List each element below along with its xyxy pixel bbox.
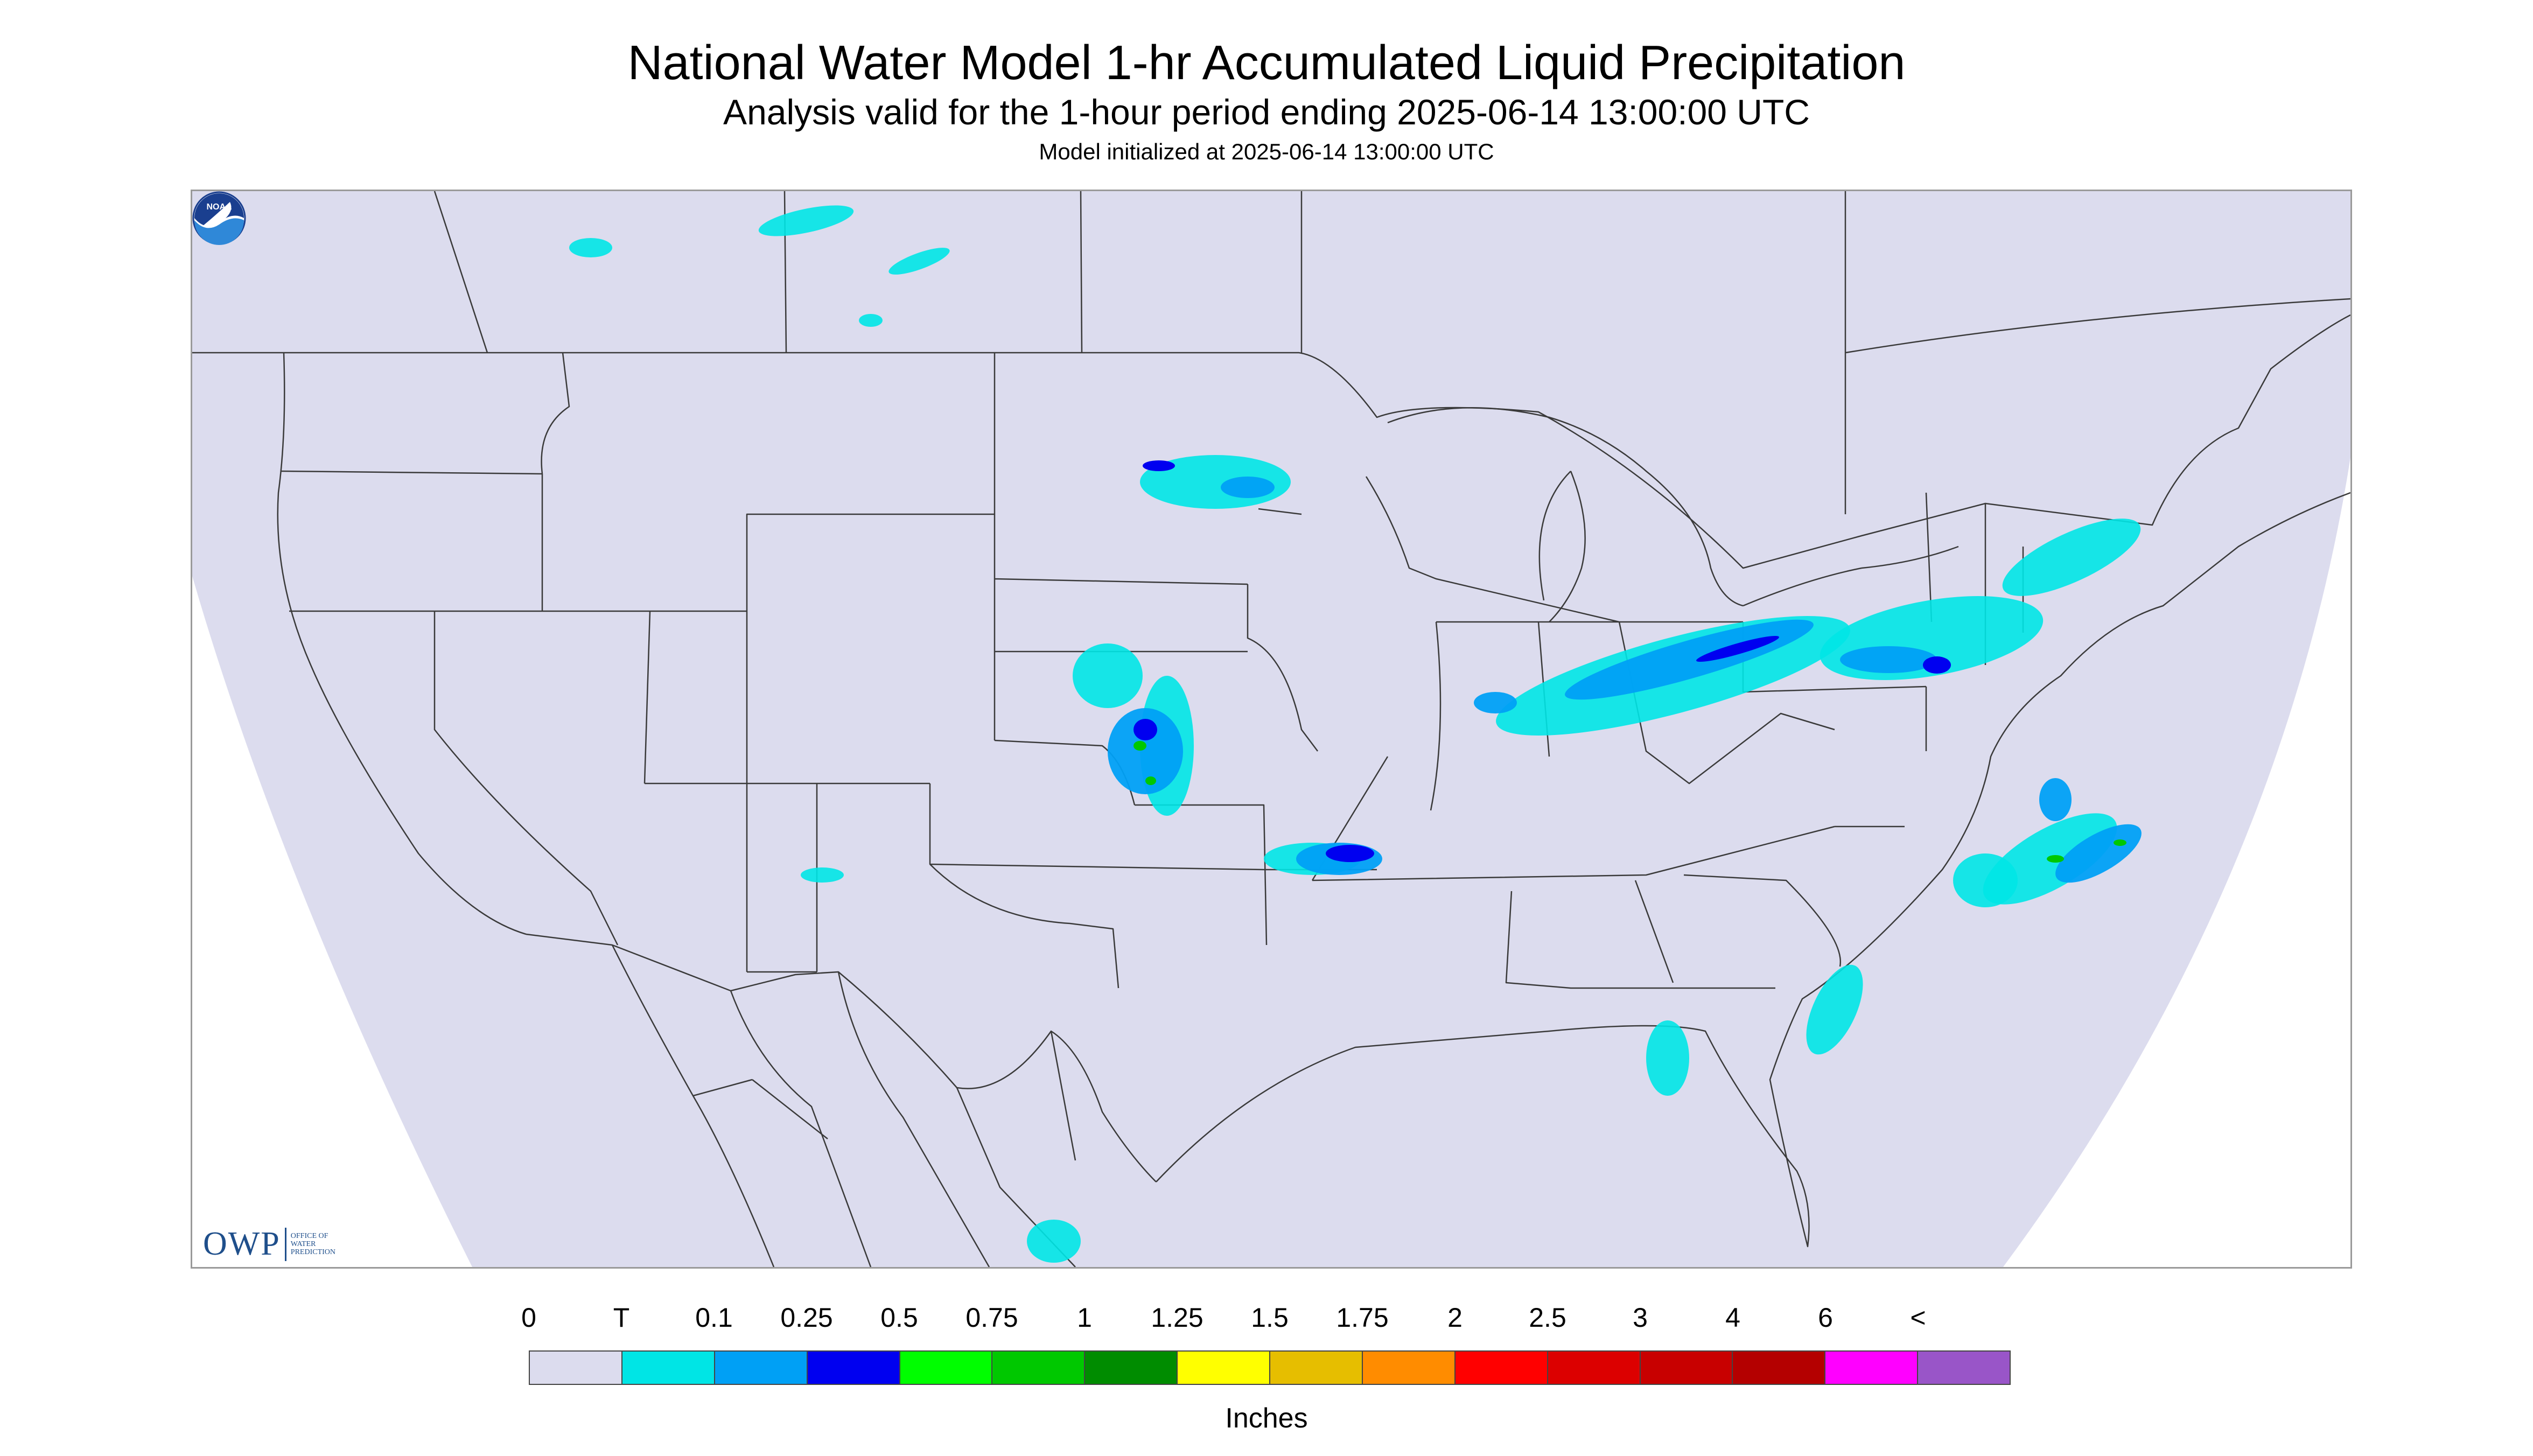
legend-swatch — [1825, 1352, 1919, 1384]
legend-tick-label: < — [1910, 1303, 1926, 1333]
legend-tick-label: 1.25 — [1151, 1303, 1203, 1333]
legend-tick-label: 0.25 — [780, 1303, 833, 1333]
noaa-logo-icon: NOAA — [192, 191, 246, 245]
map-title: National Water Model 1-hr Accumulated Li… — [627, 36, 1906, 90]
legend-tick-label: 1 — [1077, 1303, 1092, 1333]
canada-province-lines — [433, 191, 2350, 514]
legend-tick-label: 1.75 — [1336, 1303, 1389, 1333]
precipitation-map: OWP OFFICE OF WATER PREDICTION NOAA — [191, 190, 2352, 1269]
us-canada-border — [192, 314, 2350, 569]
legend-swatch — [1085, 1352, 1178, 1384]
legend-tick-label: 0.1 — [695, 1303, 733, 1333]
legend-tick-label: 4 — [1725, 1303, 1740, 1333]
owp-logo-text: OFFICE OF WATER PREDICTION — [290, 1232, 336, 1256]
owp-logo: OWP OFFICE OF WATER PREDICTION — [203, 1225, 335, 1263]
legend-tick-label: 3 — [1633, 1303, 1648, 1333]
legend-swatch — [1918, 1352, 2010, 1384]
map-subtitle: Analysis valid for the 1-hour period end… — [723, 92, 1810, 132]
mexico-state-lines — [611, 944, 1076, 1267]
owp-logo-divider — [284, 1227, 286, 1261]
precipitation-areas — [569, 205, 2142, 1263]
legend-swatch — [1733, 1352, 1826, 1384]
legend-swatch — [715, 1352, 808, 1384]
pacific-coast — [277, 352, 527, 935]
legend-swatch — [1270, 1352, 1363, 1384]
legend-tick-label: 0.5 — [880, 1303, 918, 1333]
legend-tick-label: 6 — [1818, 1303, 1833, 1333]
precip-quarter-inch — [1133, 460, 1951, 862]
legend-swatch — [530, 1352, 622, 1384]
legend-swatch — [1640, 1352, 1733, 1384]
legend-units: Inches — [1225, 1403, 1308, 1434]
great-lakes — [1387, 407, 1959, 622]
legend-swatch — [900, 1352, 993, 1384]
legend-tick-label: 2.5 — [1529, 1303, 1566, 1333]
legend-tick-label: 2 — [1447, 1303, 1463, 1333]
legend-tick-label: 1.5 — [1251, 1303, 1289, 1333]
legend-swatch — [992, 1352, 1086, 1384]
gulf-atlantic-coast — [1156, 492, 2350, 1248]
legend-swatch — [807, 1352, 900, 1384]
legend-swatch — [1178, 1352, 1270, 1384]
model-domain — [192, 191, 2350, 1267]
legend-swatch — [622, 1352, 715, 1384]
precip-half-inch — [1133, 741, 2126, 863]
legend-tick-label: 0.75 — [965, 1303, 1018, 1333]
legend-swatch — [1548, 1352, 1641, 1384]
map-canvas — [192, 191, 2350, 1267]
legend-tick-labels: 0 T 0.1 0.25 0.5 0.75 1 1.25 1.5 1.75 2 2.5 3 4 6 < — [0, 1302, 2533, 1340]
model-init-line: Model initialized at 2025-06-14 13:00:00… — [1039, 139, 1494, 164]
owp-logo-mark: OWP — [203, 1226, 281, 1262]
legend-tick-label: T — [613, 1303, 630, 1333]
legend-swatch — [1362, 1352, 1456, 1384]
noaa-logo-lettering: NOAA — [206, 202, 232, 212]
legend-swatch — [1455, 1352, 1548, 1384]
precipitation-color-legend — [529, 1350, 2011, 1385]
us-mexico-border — [526, 933, 1157, 1182]
legend-tick-label: 0 — [521, 1303, 536, 1333]
